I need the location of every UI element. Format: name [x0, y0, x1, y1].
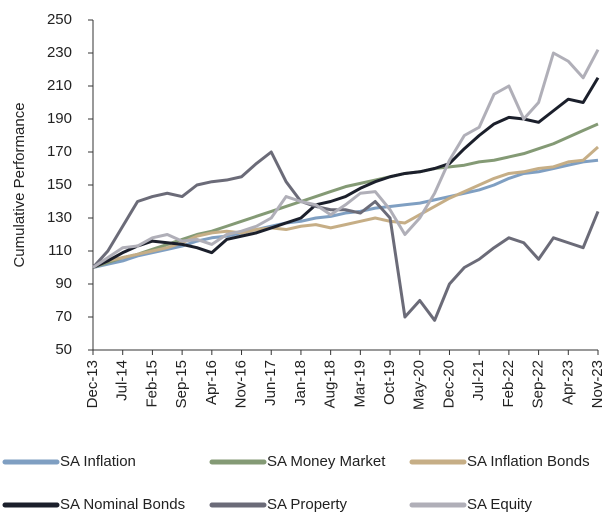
y-tick-label: 130 — [47, 209, 72, 226]
x-tick-label: Apr-23 — [559, 360, 576, 405]
x-tick-label: Sep-15 — [173, 360, 190, 408]
series-line — [91, 150, 600, 322]
legend-label: SA Inflation Bonds — [467, 453, 590, 470]
x-tick-label: Jul-14 — [114, 360, 131, 401]
x-tick-label: May-20 — [411, 360, 428, 410]
legend-label: SA Equity — [467, 496, 533, 513]
legend-label: SA Inflation — [60, 453, 136, 470]
series-line — [92, 158, 599, 269]
legend-label: SA Nominal Bonds — [60, 496, 185, 513]
x-tick-label: Nov-16 — [232, 360, 249, 408]
x-tick-label: Mar-19 — [351, 360, 368, 408]
y-tick-label: 70 — [55, 308, 72, 325]
x-tick-label: Dec-20 — [440, 360, 457, 408]
series-line — [92, 76, 600, 269]
x-tick-label: Jul-21 — [470, 360, 487, 401]
legend-label: SA Money Market — [267, 453, 386, 470]
x-tick-label: Jun-17 — [262, 360, 279, 406]
x-tick-label: Feb-15 — [143, 360, 160, 408]
x-tick-label: Sep-22 — [530, 360, 547, 408]
x-tick-label: Apr-16 — [203, 360, 220, 405]
y-tick-label: 230 — [47, 44, 72, 61]
series-line — [92, 48, 600, 269]
x-tick-label: Feb-22 — [500, 360, 517, 408]
x-tick-label: Oct-19 — [381, 360, 398, 405]
y-tick-label: 250 — [47, 11, 72, 28]
y-tick-label: 170 — [47, 143, 72, 160]
x-tick-label: Jan-18 — [292, 360, 309, 406]
y-tick-label: 50 — [55, 341, 72, 358]
series-line — [92, 122, 599, 269]
x-tick-label: Aug-18 — [322, 360, 339, 408]
y-tick-label: 110 — [48, 242, 72, 259]
y-axis-label: Cumulative Performance — [11, 102, 28, 267]
y-tick-label: 150 — [47, 176, 72, 193]
x-tick-label: Dec-13 — [84, 360, 101, 408]
x-tick-label: Nov-23 — [589, 360, 606, 408]
legend-label: SA Property — [267, 496, 348, 513]
y-tick-label: 90 — [55, 275, 72, 292]
y-tick-label: 210 — [47, 77, 72, 94]
y-tick-label: 190 — [47, 110, 72, 127]
